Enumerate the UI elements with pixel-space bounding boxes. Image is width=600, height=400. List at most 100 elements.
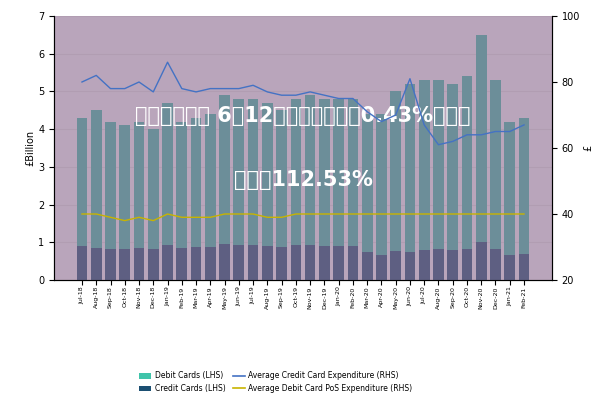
Average Credit Card Expenditure (RHS) xyxy=(478,132,485,137)
Average Credit Card Expenditure (RHS) xyxy=(178,86,185,91)
Bar xyxy=(219,95,230,280)
Average Debit Card PoS Expenditure (RHS) xyxy=(349,212,356,216)
Legend: Debit Cards (LHS), Credit Cards (LHS), Average Credit Card Expenditure (RHS), Av: Debit Cards (LHS), Credit Cards (LHS), A… xyxy=(136,368,416,396)
Average Credit Card Expenditure (RHS) xyxy=(121,86,128,91)
Bar xyxy=(376,256,387,280)
Bar xyxy=(505,256,515,280)
Average Credit Card Expenditure (RHS) xyxy=(149,90,157,94)
Line: Average Credit Card Expenditure (RHS): Average Credit Card Expenditure (RHS) xyxy=(82,62,524,145)
Average Credit Card Expenditure (RHS) xyxy=(364,109,371,114)
Bar xyxy=(248,99,259,280)
Bar xyxy=(448,250,458,280)
Average Credit Card Expenditure (RHS) xyxy=(307,90,314,94)
Bar xyxy=(476,242,487,280)
Bar xyxy=(119,125,130,280)
Bar xyxy=(77,118,88,280)
Bar xyxy=(134,122,145,280)
Average Debit Card PoS Expenditure (RHS) xyxy=(121,218,128,223)
Average Debit Card PoS Expenditure (RHS) xyxy=(178,215,185,220)
Average Credit Card Expenditure (RHS) xyxy=(463,132,470,137)
Average Debit Card PoS Expenditure (RHS) xyxy=(292,212,299,216)
Bar xyxy=(404,84,415,280)
Bar xyxy=(448,84,458,280)
Average Credit Card Expenditure (RHS) xyxy=(435,142,442,147)
Bar xyxy=(176,248,187,280)
Average Debit Card PoS Expenditure (RHS) xyxy=(406,212,413,216)
Average Debit Card PoS Expenditure (RHS) xyxy=(92,212,100,216)
Bar xyxy=(433,249,444,280)
Average Credit Card Expenditure (RHS) xyxy=(378,119,385,124)
Bar xyxy=(334,246,344,280)
Average Credit Card Expenditure (RHS) xyxy=(107,86,114,91)
Average Credit Card Expenditure (RHS) xyxy=(349,96,356,101)
Average Debit Card PoS Expenditure (RHS) xyxy=(79,212,86,216)
Bar xyxy=(290,99,301,280)
Bar xyxy=(262,103,272,280)
Bar xyxy=(347,99,358,280)
Y-axis label: £: £ xyxy=(583,145,593,151)
Average Credit Card Expenditure (RHS) xyxy=(392,112,399,117)
Average Credit Card Expenditure (RHS) xyxy=(136,80,143,84)
Bar xyxy=(205,247,215,280)
Average Credit Card Expenditure (RHS) xyxy=(79,80,86,84)
Average Credit Card Expenditure (RHS) xyxy=(250,83,257,88)
Average Debit Card PoS Expenditure (RHS) xyxy=(164,212,171,216)
Bar xyxy=(77,246,88,280)
Average Debit Card PoS Expenditure (RHS) xyxy=(321,212,328,216)
Bar xyxy=(461,249,472,280)
Bar xyxy=(461,76,472,280)
Bar xyxy=(376,114,387,280)
Average Debit Card PoS Expenditure (RHS) xyxy=(193,215,200,220)
Average Debit Card PoS Expenditure (RHS) xyxy=(463,212,470,216)
Line: Average Debit Card PoS Expenditure (RHS): Average Debit Card PoS Expenditure (RHS) xyxy=(82,214,524,220)
Bar xyxy=(233,99,244,280)
Bar xyxy=(334,99,344,280)
Bar xyxy=(391,250,401,280)
Bar xyxy=(476,35,487,280)
Average Credit Card Expenditure (RHS) xyxy=(278,93,285,98)
Average Credit Card Expenditure (RHS) xyxy=(520,122,527,127)
Average Debit Card PoS Expenditure (RHS) xyxy=(264,215,271,220)
Average Debit Card PoS Expenditure (RHS) xyxy=(478,212,485,216)
Bar xyxy=(490,249,501,280)
Bar xyxy=(148,129,158,280)
Average Debit Card PoS Expenditure (RHS) xyxy=(492,212,499,216)
Average Debit Card PoS Expenditure (RHS) xyxy=(235,212,242,216)
Bar xyxy=(490,80,501,280)
Average Credit Card Expenditure (RHS) xyxy=(421,122,428,127)
Bar xyxy=(262,246,272,280)
Average Credit Card Expenditure (RHS) xyxy=(193,90,200,94)
Bar xyxy=(391,92,401,280)
Bar xyxy=(347,246,358,280)
Average Debit Card PoS Expenditure (RHS) xyxy=(520,212,527,216)
Bar xyxy=(276,247,287,280)
Average Credit Card Expenditure (RHS) xyxy=(207,86,214,91)
Bar xyxy=(105,249,116,280)
Y-axis label: £Billion: £Billion xyxy=(25,130,35,166)
Average Debit Card PoS Expenditure (RHS) xyxy=(392,212,399,216)
Average Debit Card PoS Expenditure (RHS) xyxy=(149,218,157,223)
Bar xyxy=(134,248,145,280)
Average Credit Card Expenditure (RHS) xyxy=(264,90,271,94)
Bar xyxy=(105,122,116,280)
Bar xyxy=(362,252,373,280)
Average Debit Card PoS Expenditure (RHS) xyxy=(435,212,442,216)
Average Debit Card PoS Expenditure (RHS) xyxy=(421,212,428,216)
Bar xyxy=(248,245,259,280)
Bar xyxy=(162,245,173,280)
Average Credit Card Expenditure (RHS) xyxy=(235,86,242,91)
Bar xyxy=(191,247,202,280)
Bar xyxy=(91,248,101,280)
Average Credit Card Expenditure (RHS) xyxy=(164,60,171,64)
Average Credit Card Expenditure (RHS) xyxy=(506,129,514,134)
Bar xyxy=(433,80,444,280)
Bar xyxy=(176,122,187,280)
Bar xyxy=(404,252,415,280)
Average Credit Card Expenditure (RHS) xyxy=(406,76,413,81)
Bar xyxy=(319,99,330,280)
Average Debit Card PoS Expenditure (RHS) xyxy=(378,212,385,216)
Average Credit Card Expenditure (RHS) xyxy=(92,73,100,78)
Average Credit Card Expenditure (RHS) xyxy=(335,96,342,101)
Bar xyxy=(505,122,515,280)
Average Credit Card Expenditure (RHS) xyxy=(221,86,228,91)
